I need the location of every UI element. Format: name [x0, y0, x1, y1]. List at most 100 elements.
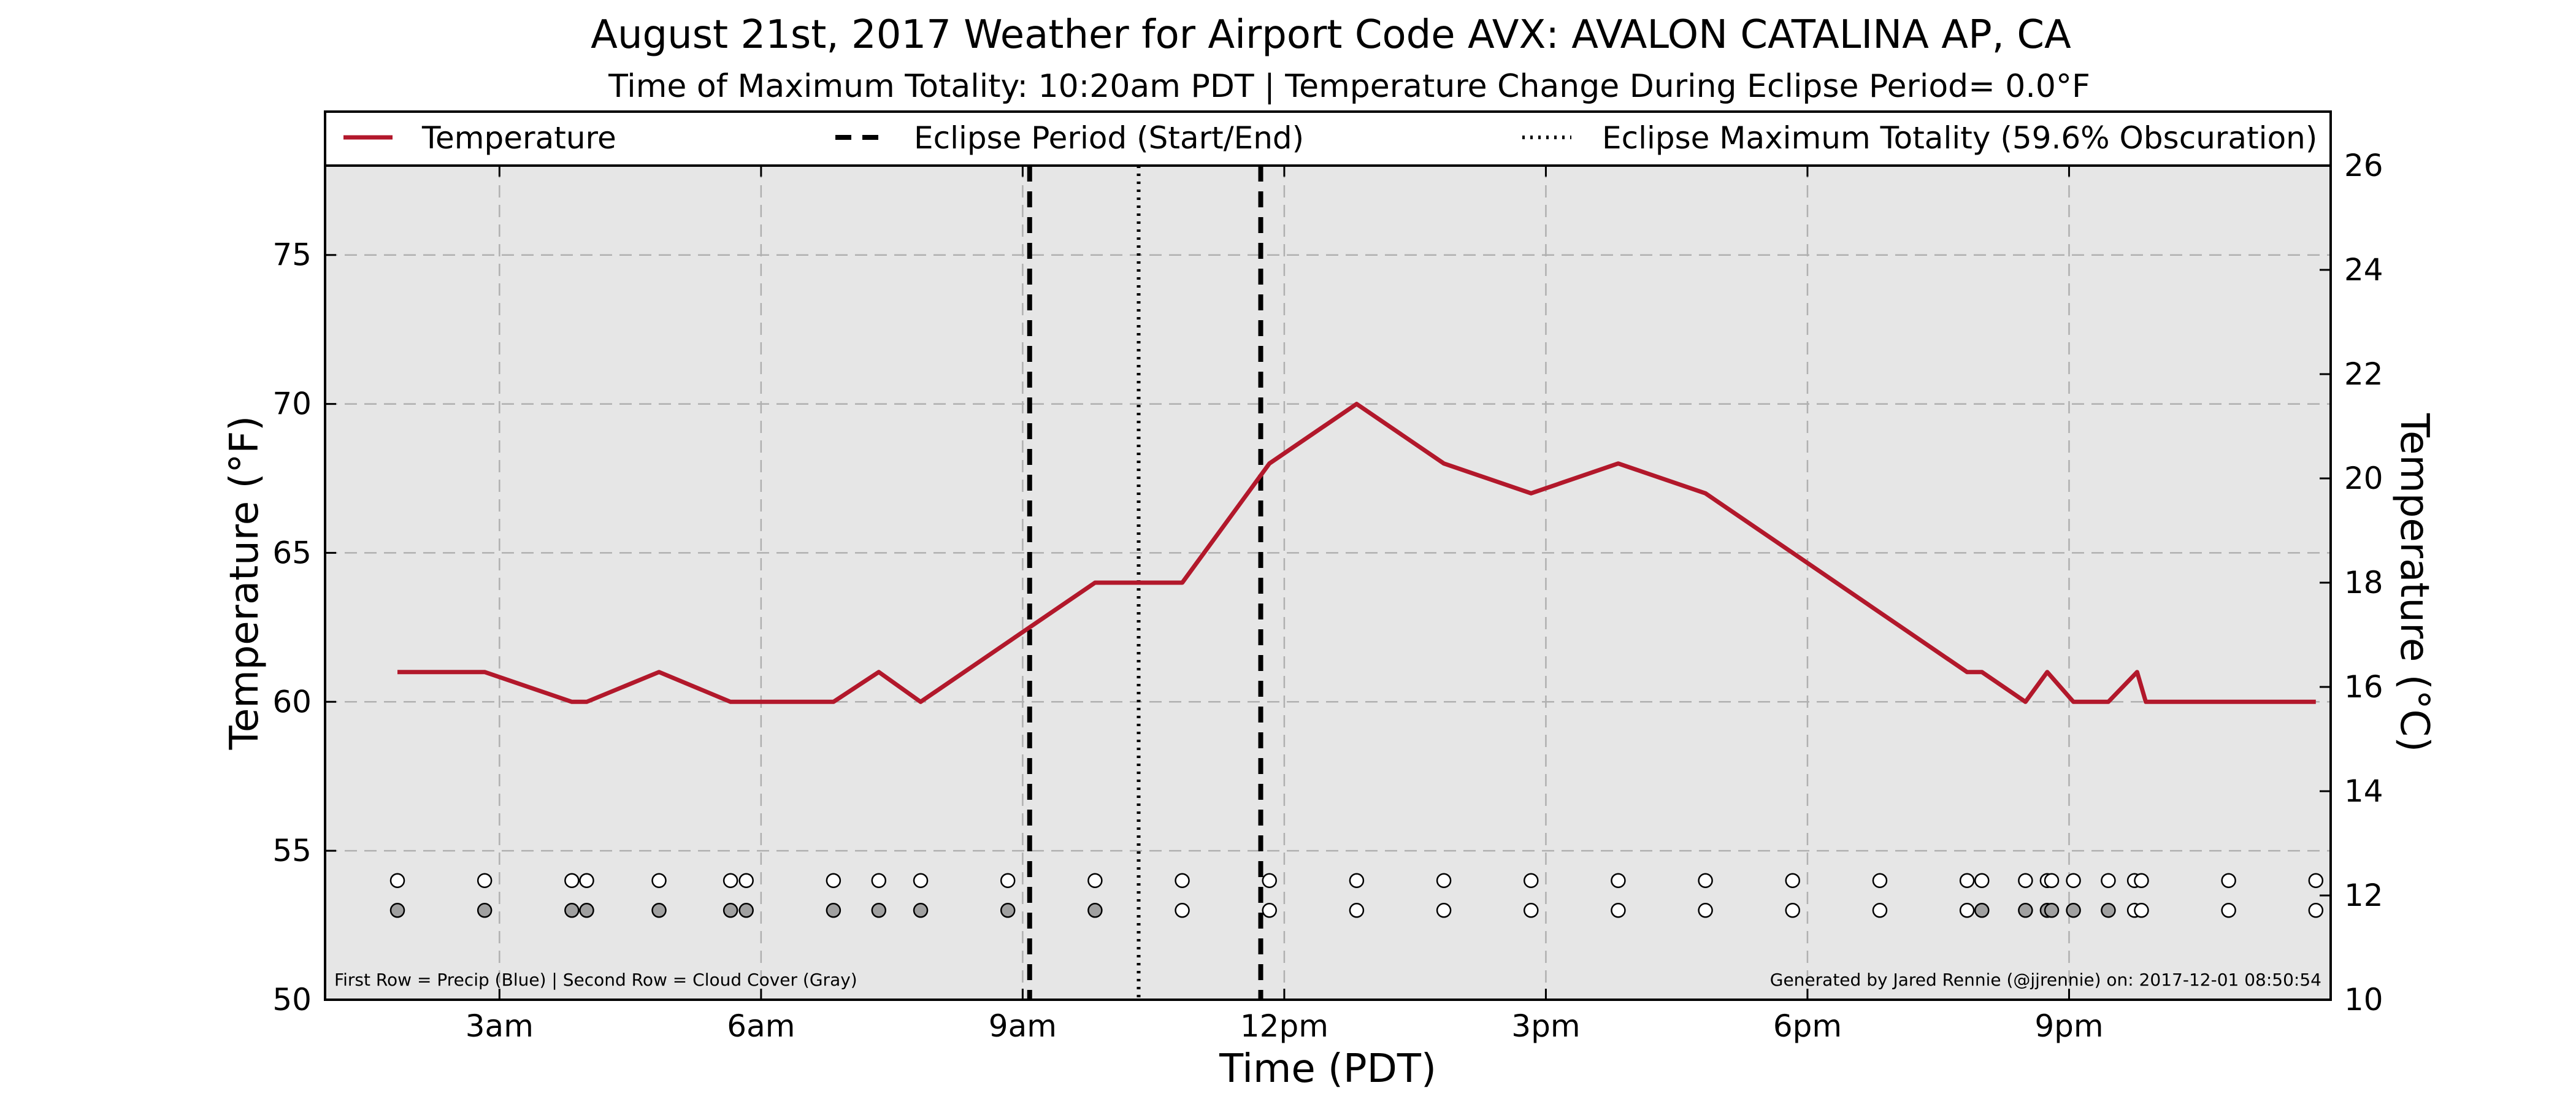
y-axis-label-left: Temperature (°F) [222, 416, 267, 751]
precip-marker [738, 873, 754, 888]
grid-lines [325, 166, 2331, 1000]
precip-marker [2101, 873, 2116, 888]
cloud-marker [1175, 903, 1190, 918]
cloud-marker [651, 903, 667, 918]
legend-box [324, 110, 2332, 167]
precip-marker [1785, 873, 1801, 888]
precip-marker [2221, 873, 2236, 888]
cloud-marker [2044, 903, 2060, 918]
cloud-marker [1872, 903, 1888, 918]
x-tick-label: 12pm [1240, 1008, 1328, 1044]
y-tick-label-right: 12 [2344, 878, 2383, 913]
precip-marker [913, 873, 929, 888]
precip-marker [1611, 873, 1626, 888]
precip-marker [871, 873, 887, 888]
precip-marker [826, 873, 841, 888]
y-tick-label-left: 55 [272, 833, 312, 868]
y-axis-label-right: Temperature (°C) [2391, 413, 2437, 752]
footnote-right: Generated by Jared Rennie (@jjrennie) on… [1770, 970, 2321, 990]
y-tick-label-left: 70 [272, 386, 312, 422]
legend-label-eclipse-period: Eclipse Period (Start/End) [914, 120, 1304, 156]
cloud-marker [564, 903, 580, 918]
precip-marker [1262, 873, 1277, 888]
y-tick-label-right: 20 [2344, 461, 2383, 496]
precip-marker [723, 873, 738, 888]
precip-marker [1959, 873, 1975, 888]
y-tick-label-left: 65 [272, 535, 312, 570]
x-axis-label: Time (PDT) [1219, 1046, 1436, 1092]
precip-marker [1436, 873, 1452, 888]
precip-marker [651, 873, 667, 888]
cloud-marker [2134, 903, 2149, 918]
legend-label-temperature: Temperature [421, 120, 616, 156]
chart-subtitle: Time of Maximum Totality: 10:20am PDT | … [608, 68, 2090, 105]
cloud-marker [1698, 903, 1713, 918]
cloud-marker [1262, 903, 1277, 918]
precip-marker [1349, 873, 1365, 888]
cloud-marker [579, 903, 594, 918]
chart-title: August 21st, 2017 Weather for Airport Co… [591, 12, 2071, 58]
x-tick-label: 3am [466, 1008, 534, 1044]
cloud-marker [738, 903, 754, 918]
marker-rows [389, 873, 2324, 918]
cloud-marker [723, 903, 738, 918]
precip-marker [1872, 873, 1888, 888]
precip-marker [477, 873, 493, 888]
cloud-marker [2018, 903, 2033, 918]
precip-marker [389, 873, 405, 888]
cloud-marker [1785, 903, 1801, 918]
plot-area [325, 166, 2331, 1000]
precip-marker [579, 873, 594, 888]
cloud-marker [1959, 903, 1975, 918]
cloud-marker [2066, 903, 2081, 918]
legend: Temperature Eclipse Period (Start/End) E… [324, 110, 2332, 167]
y-tick-label-right: 10 [2344, 982, 2383, 1018]
cloud-marker [1349, 903, 1365, 918]
x-tick-label: 9am [989, 1008, 1057, 1044]
precip-marker [1175, 873, 1190, 888]
x-tick-label: 6pm [1773, 1008, 1842, 1044]
precip-marker [1974, 873, 1990, 888]
cloud-marker [1974, 903, 1990, 918]
cloud-marker [913, 903, 929, 918]
y-tick-label-right: 22 [2344, 356, 2383, 392]
precip-marker [1000, 873, 1016, 888]
y-tick-label-left: 50 [272, 982, 312, 1018]
cloud-marker [1436, 903, 1452, 918]
cloud-marker [1000, 903, 1016, 918]
cloud-marker [1087, 903, 1103, 918]
precip-marker [2044, 873, 2060, 888]
legend-label-eclipse-max: Eclipse Maximum Totality (59.6% Obscurat… [1602, 120, 2317, 156]
cloud-marker [389, 903, 405, 918]
y-tick-label-right: 24 [2344, 252, 2383, 288]
axis-ticks: 3am 6am 9am 12pm 3pm 6pm 9pm 50 55 60 65 70 75 10 12 14… [272, 148, 2383, 1044]
precip-marker [1698, 873, 1713, 888]
y-tick-label-right: 14 [2344, 773, 2383, 809]
precip-marker [1087, 873, 1103, 888]
y-tick-label-left: 60 [272, 684, 312, 719]
cloud-marker [1611, 903, 1626, 918]
cloud-marker [2221, 903, 2236, 918]
temperature-series [397, 402, 2316, 704]
precip-marker [2018, 873, 2033, 888]
x-tick-label: 3pm [1511, 1008, 1580, 1044]
cloud-marker [826, 903, 841, 918]
cloud-marker [871, 903, 887, 918]
precip-marker [564, 873, 580, 888]
cloud-marker [477, 903, 493, 918]
cloud-marker [1524, 903, 1539, 918]
cloud-marker [2308, 903, 2324, 918]
y-tick-label-left: 75 [272, 237, 312, 273]
precip-marker [2134, 873, 2149, 888]
precip-marker [2066, 873, 2081, 888]
x-tick-label: 6am [727, 1008, 795, 1044]
precip-marker [1524, 873, 1539, 888]
footnote-left: First Row = Precip (Blue) | Second Row =… [334, 970, 857, 990]
y-tick-label-right: 26 [2344, 148, 2383, 183]
temperature-line [397, 402, 2316, 704]
precip-marker [2308, 873, 2324, 888]
y-tick-label-right: 18 [2344, 565, 2383, 600]
x-tick-label: 9pm [2034, 1008, 2103, 1044]
cloud-marker [2101, 903, 2116, 918]
